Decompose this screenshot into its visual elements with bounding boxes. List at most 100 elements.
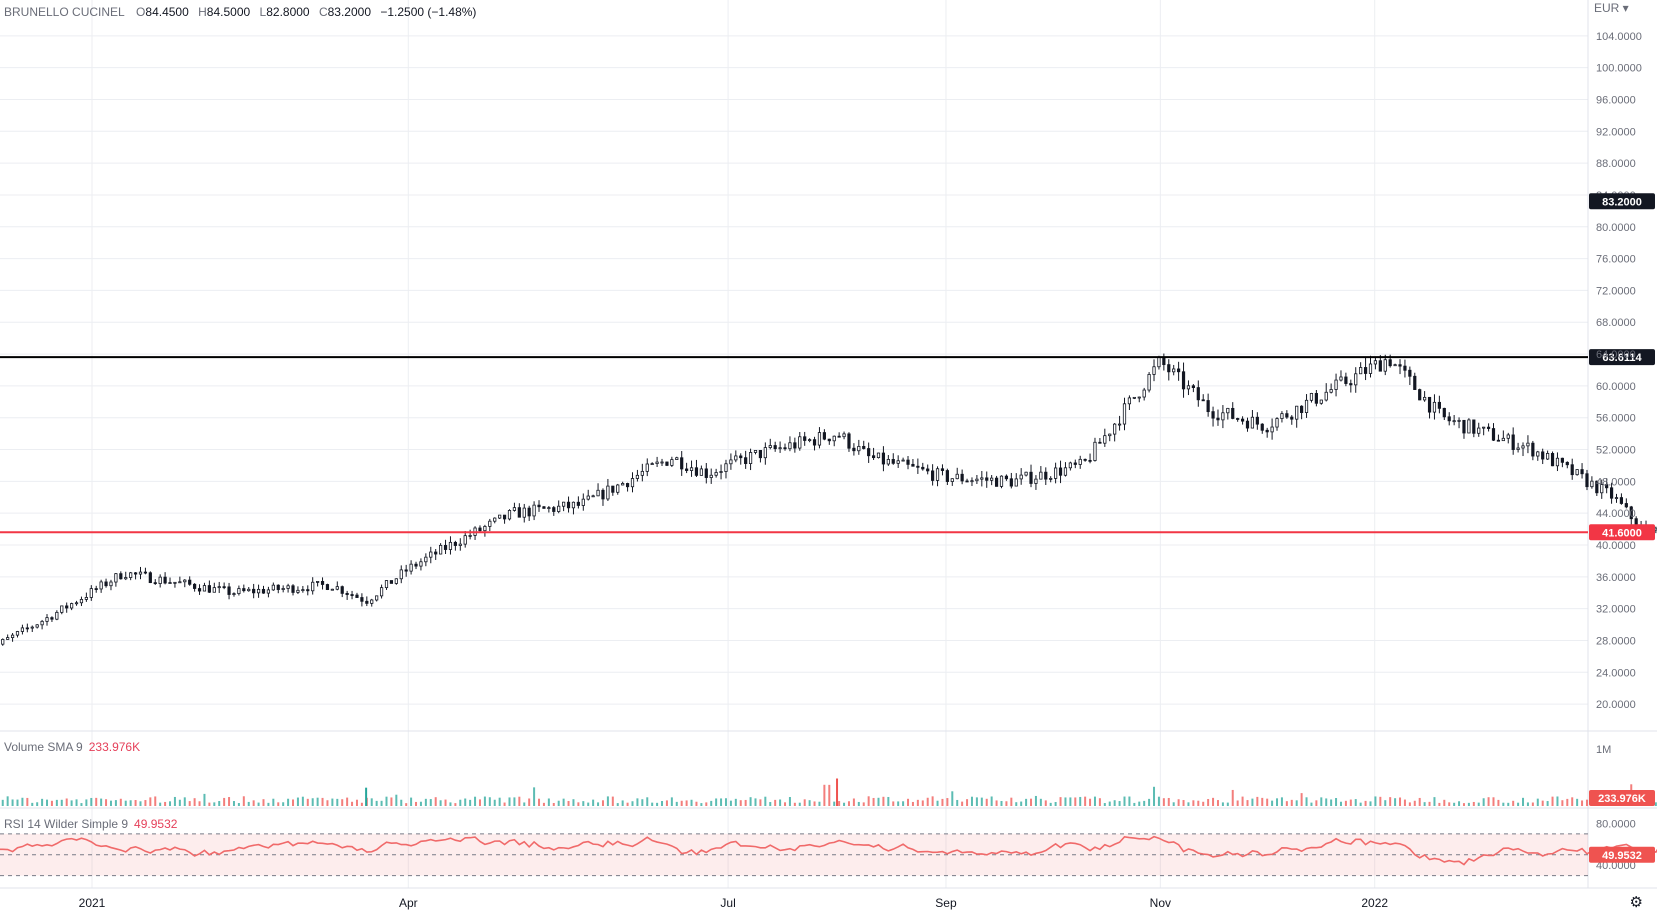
volume-bar — [661, 801, 664, 806]
price-tick-label: 60.0000 — [1596, 381, 1636, 393]
volume-bar — [1103, 803, 1106, 806]
volume-bar — [1443, 799, 1446, 806]
candle-body — [655, 461, 659, 464]
volume-bar — [518, 796, 521, 806]
volume-bar — [665, 800, 668, 806]
volume-bar — [1271, 800, 1274, 806]
volume-bar — [1379, 796, 1382, 806]
candle-body — [114, 573, 118, 583]
candle-body — [1452, 420, 1456, 423]
candle-body — [232, 593, 236, 595]
open-value: 84.4500 — [145, 5, 189, 19]
volume-bar — [572, 799, 575, 806]
volume-bar — [1010, 797, 1013, 806]
volume-bar — [552, 802, 555, 806]
volume-bar — [203, 793, 206, 806]
volume-bar — [1093, 796, 1096, 806]
volume-legend[interactable]: Volume SMA 9 233.976K — [4, 740, 140, 754]
volume-bar — [700, 803, 703, 806]
candle-body — [1231, 407, 1235, 419]
volume-bar — [1472, 801, 1475, 806]
candle-body — [1344, 376, 1348, 384]
candle-body — [502, 514, 507, 520]
rsi-legend[interactable]: RSI 14 Wilder Simple 9 49.9532 — [4, 817, 177, 831]
volume-bar — [55, 799, 58, 806]
candle-body — [862, 445, 866, 449]
volume-bar — [1290, 799, 1293, 806]
volume-bar — [705, 802, 708, 806]
volume-bar — [1098, 798, 1101, 806]
volume-bar — [788, 797, 791, 806]
candle-body — [143, 571, 148, 574]
candle-body — [350, 594, 354, 596]
volume-bar — [252, 800, 255, 806]
candle-body — [812, 439, 817, 446]
candle-body — [778, 447, 782, 450]
symbol-name: BRUNELLO CUCINEL — [4, 5, 125, 19]
volume-bar — [646, 797, 649, 806]
volume-bar — [862, 802, 865, 806]
volume-bar — [360, 802, 363, 806]
volume-bar — [1069, 797, 1072, 806]
volume-bar — [744, 799, 747, 806]
volume-bar — [109, 800, 112, 806]
candle-body — [1117, 423, 1122, 426]
candle-body — [1186, 385, 1191, 390]
settings-gear-icon[interactable]: ⚙ — [1629, 894, 1643, 911]
candle-body — [1181, 371, 1186, 390]
volume-bar — [616, 803, 619, 806]
candle-body — [399, 569, 403, 580]
volume-bar — [808, 800, 811, 806]
volume-bar — [454, 803, 457, 806]
volume-bar — [1212, 797, 1215, 806]
volume-bar — [1285, 801, 1288, 806]
candle-body — [30, 626, 34, 629]
volume-bar — [1448, 802, 1451, 806]
candle-body — [768, 445, 772, 448]
volume-bar — [813, 801, 816, 806]
candle-body — [119, 573, 123, 580]
candle-body — [281, 588, 285, 590]
volume-bar — [370, 798, 373, 806]
volume-bar — [154, 796, 157, 806]
volume-bar — [675, 801, 678, 806]
candle-body — [222, 586, 226, 589]
volume-bar — [1044, 800, 1047, 806]
volume-bar — [1492, 797, 1495, 806]
volume-bar — [867, 796, 870, 806]
price-tick-label: 96.0000 — [1596, 94, 1636, 106]
volume-bar — [892, 801, 895, 806]
low-key: L — [259, 5, 267, 19]
candle-body — [1019, 474, 1023, 480]
candle-body — [84, 597, 88, 600]
candle-body — [1605, 484, 1609, 489]
volume-bar — [1256, 796, 1259, 806]
candle-body — [527, 507, 531, 517]
candle-body — [1172, 368, 1176, 373]
candle-body — [276, 584, 280, 590]
candle-body — [1098, 441, 1102, 444]
candle-body — [803, 436, 807, 441]
candle-body — [773, 445, 777, 450]
price-tick-label: 72.0000 — [1596, 285, 1636, 297]
volume-bar — [1487, 797, 1490, 806]
candle-body — [1427, 396, 1432, 413]
candle-body — [852, 447, 856, 452]
volume-bar — [975, 797, 978, 806]
candle-body — [439, 544, 443, 555]
candle-body — [247, 588, 251, 592]
volume-bar — [1030, 798, 1033, 806]
candle-body — [611, 485, 615, 493]
rsi-tag — [1589, 846, 1655, 863]
candle-body — [242, 588, 246, 592]
candle-body — [1629, 506, 1633, 520]
volume-bar — [469, 799, 472, 806]
volume-bar — [1192, 800, 1195, 806]
high-value: 84.5000 — [206, 5, 251, 19]
volume-bar — [877, 797, 880, 806]
volume-bar — [474, 796, 477, 806]
volume-bar — [513, 797, 516, 806]
volume-bar — [843, 802, 846, 806]
candle-body — [55, 611, 59, 620]
